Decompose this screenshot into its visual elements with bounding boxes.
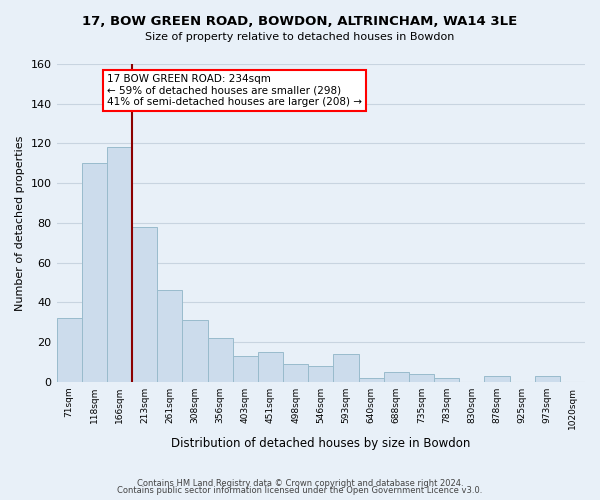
Bar (484, 376, 509, 382)
Bar (82, 164, 107, 382)
Text: 17 BOW GREEN ROAD: 234sqm
← 59% of detached houses are smaller (298)
41% of semi: 17 BOW GREEN ROAD: 234sqm ← 59% of detac… (107, 74, 362, 107)
Text: Contains public sector information licensed under the Open Government Licence v3: Contains public sector information licen… (118, 486, 482, 495)
Bar (334, 354, 359, 382)
Text: Contains HM Land Registry data © Crown copyright and database right 2024.: Contains HM Land Registry data © Crown c… (137, 478, 463, 488)
Bar (182, 320, 208, 382)
Bar (283, 364, 308, 382)
Bar (409, 374, 434, 382)
X-axis label: Distribution of detached houses by size in Bowdon: Distribution of detached houses by size … (171, 437, 470, 450)
Bar (258, 352, 283, 382)
Text: 17, BOW GREEN ROAD, BOWDON, ALTRINCHAM, WA14 3LE: 17, BOW GREEN ROAD, BOWDON, ALTRINCHAM, … (82, 15, 518, 28)
Text: Size of property relative to detached houses in Bowdon: Size of property relative to detached ho… (145, 32, 455, 42)
Bar (359, 378, 383, 382)
Bar (208, 338, 233, 382)
Bar (107, 148, 132, 382)
Bar (434, 378, 459, 382)
Y-axis label: Number of detached properties: Number of detached properties (15, 135, 25, 310)
Bar (56, 318, 82, 382)
Bar (132, 227, 157, 382)
Bar (535, 376, 560, 382)
Bar (233, 356, 258, 382)
Bar (383, 372, 409, 382)
Bar (308, 366, 334, 382)
Bar (157, 290, 182, 382)
